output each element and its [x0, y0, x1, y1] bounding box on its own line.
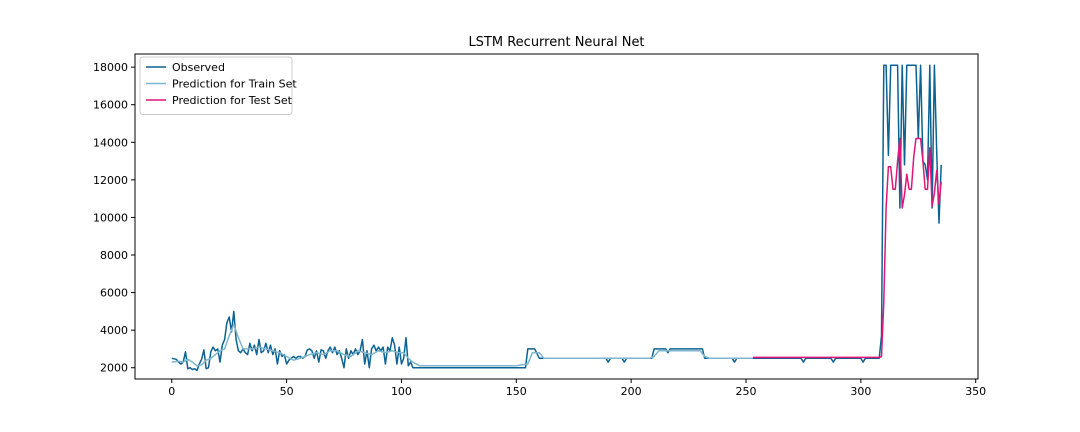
x-tick-label: 100 [391, 385, 412, 398]
legend-label-0: Observed [172, 61, 225, 74]
legend-box [139, 56, 293, 115]
x-tick-label: 200 [621, 385, 642, 398]
y-tick-label: 10000 [93, 211, 128, 224]
y-tick-label: 4000 [100, 324, 128, 337]
legend-label-1: Prediction for Train Set [172, 78, 297, 91]
y-axis: 2000 4000 6000 8000 10000 12000 14000 16000 1800… [93, 61, 135, 375]
series-line-0 [171, 64, 942, 372]
plot-lines [171, 64, 942, 372]
legend-label-2: Prediction for Test Set [172, 94, 293, 107]
chart-title: LSTM Recurrent Neural Net [468, 35, 644, 50]
y-tick-label: 14000 [93, 136, 128, 149]
x-tick-label: 300 [850, 385, 871, 398]
series-line-2 [752, 137, 942, 359]
y-tick-label: 12000 [93, 174, 128, 187]
plot-frame [134, 53, 979, 380]
y-tick-label: 2000 [100, 362, 128, 375]
y-tick-label: 8000 [100, 249, 128, 262]
y-tick-label: 6000 [100, 287, 128, 300]
series-line-1 [171, 323, 753, 367]
y-tick-label: 16000 [93, 99, 128, 112]
x-tick-label: 350 [965, 385, 986, 398]
y-tick-label: 18000 [93, 61, 128, 74]
legend: Observed Prediction for Train Set Predicti… [139, 56, 297, 115]
x-tick-label: 0 [168, 385, 175, 398]
x-tick-label: 150 [506, 385, 527, 398]
x-axis: 0 50 100 150 200 250 300 350 [168, 379, 986, 398]
x-tick-label: 250 [736, 385, 757, 398]
x-tick-label: 50 [280, 385, 294, 398]
